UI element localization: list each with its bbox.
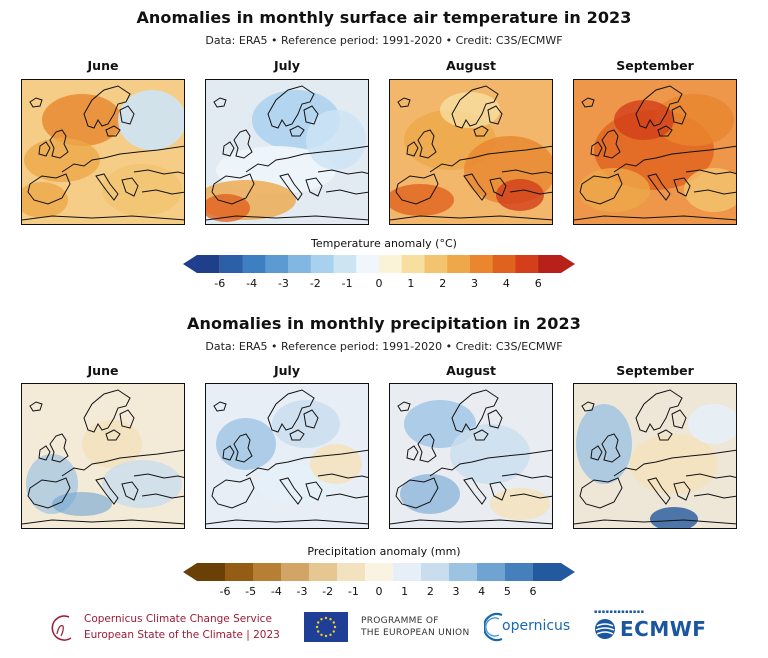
temp-colorbar-tick-label: -1 — [341, 277, 353, 290]
temp-colorbar-swatch — [265, 255, 289, 273]
precip-colorbar-title: Precipitation anomaly (mm) — [307, 545, 461, 558]
precip-colorbar-swatch — [505, 563, 534, 581]
precip-colorbar-swatch — [281, 563, 310, 581]
temp-colorbar-tick-label: -4 — [246, 277, 258, 290]
eu-flag-icon — [304, 612, 348, 642]
temp-colorbar-tick-label: 2 — [439, 277, 447, 290]
temp-colorbar-tick-label: 0 — [375, 277, 383, 290]
temp-colorbar-tick-label: 1 — [407, 277, 415, 290]
temp-colorbar-swatch — [424, 255, 448, 273]
temp-colorbar-swatch — [356, 255, 380, 273]
temp-colorbar-swatch — [288, 255, 312, 273]
temp-month-july: July — [274, 58, 300, 73]
temp-month-september: September — [616, 58, 694, 73]
copernicus-logo-text: opernicus — [502, 618, 571, 634]
precip-map-june — [21, 383, 185, 529]
precip-colorbar — [183, 563, 575, 581]
temp-colorbar-swatch — [447, 255, 471, 273]
temp-colorbar-swatch — [401, 255, 425, 273]
precip-colorbar-swatch — [183, 563, 225, 581]
temp-colorbar-title: Temperature anomaly (°C) — [311, 237, 457, 250]
precip-map-july — [205, 383, 369, 529]
precip-colorbar-swatch — [533, 563, 575, 581]
temp-month-june: June — [87, 58, 119, 73]
precip-map-august — [389, 383, 553, 529]
temperature-title: Anomalies in monthly surface air tempera… — [136, 8, 632, 27]
temp-month-august: August — [446, 58, 496, 73]
temp-colorbar-tick-label: -6 — [214, 277, 226, 290]
precip-colorbar-swatch — [393, 563, 422, 581]
precip-colorbar-swatch — [449, 563, 478, 581]
copernicus-logo-icon — [484, 612, 503, 642]
temp-colorbar-swatch — [310, 255, 334, 273]
eu-programme-line2: THE EUROPEAN UNION — [361, 628, 470, 638]
precip-colorbar-tick-label: -3 — [296, 585, 308, 598]
precip-subtitle: Data: ERA5 • Reference period: 1991-2020… — [205, 340, 563, 353]
temperature-subtitle: Data: ERA5 • Reference period: 1991-2020… — [205, 34, 563, 47]
temp-colorbar-swatch — [492, 255, 516, 273]
precip-colorbar-tick-label: 1 — [401, 585, 409, 598]
temp-colorbar-swatch — [183, 255, 220, 273]
precip-colorbar-tick-label: 4 — [478, 585, 486, 598]
precip-month-september: September — [616, 363, 694, 378]
ecmwf-logo-text: ECMWF — [620, 617, 707, 641]
temp-colorbar-swatch — [515, 255, 539, 273]
temp-colorbar — [183, 255, 575, 273]
precip-month-june: June — [87, 363, 119, 378]
c3s-logo-line2: European State of the Climate | 2023 — [84, 629, 280, 641]
precip-month-july: July — [274, 363, 300, 378]
temp-map-june — [21, 79, 185, 225]
temp-colorbar-swatch — [470, 255, 494, 273]
precip-colorbar-swatch — [477, 563, 506, 581]
precip-colorbar-tick-label: 6 — [529, 585, 537, 598]
temp-colorbar-tick-label: -3 — [277, 277, 289, 290]
c3s-logo-icon — [51, 615, 72, 641]
temp-colorbar-tick-label: 4 — [502, 277, 510, 290]
temp-colorbar-swatch — [242, 255, 266, 273]
temp-map-july — [205, 79, 369, 225]
eu-programme-line1: PROGRAMME OF — [361, 616, 439, 626]
precip-colorbar-tick-label: 3 — [452, 585, 460, 598]
c3s-logo-line1: Copernicus Climate Change Service — [84, 613, 272, 625]
precip-colorbar-swatch — [365, 563, 394, 581]
precip-colorbar-tick-label: 0 — [375, 585, 383, 598]
precip-colorbar-tick-label: -6 — [219, 585, 231, 598]
precip-colorbar-swatch — [309, 563, 338, 581]
temp-colorbar-swatch — [538, 255, 575, 273]
temp-map-august — [389, 79, 553, 225]
temp-colorbar-swatch — [379, 255, 403, 273]
precip-colorbar-tick-label: 5 — [503, 585, 511, 598]
temp-colorbar-tick-label: -2 — [309, 277, 321, 290]
precip-colorbar-swatch — [421, 563, 450, 581]
precip-map-september — [573, 383, 737, 529]
precip-colorbar-tick-label: 2 — [426, 585, 434, 598]
precip-colorbar-swatch — [225, 563, 254, 581]
temp-colorbar-tick-label: 3 — [471, 277, 479, 290]
ecmwf-logo-icon — [595, 619, 615, 639]
precip-colorbar-tick-label: -2 — [322, 585, 334, 598]
temp-colorbar-tick-label: 6 — [534, 277, 542, 290]
temp-map-september — [573, 79, 737, 225]
precip-month-august: August — [446, 363, 496, 378]
precip-colorbar-swatch — [253, 563, 282, 581]
temp-colorbar-swatch — [333, 255, 357, 273]
precip-title: Anomalies in monthly precipitation in 20… — [187, 314, 581, 333]
temp-colorbar-swatch — [219, 255, 243, 273]
ecmwf-small-line: ▪▪▪▪▪▪▪▪▪▪▪▪▪ — [594, 609, 645, 615]
precip-colorbar-tick-label: -1 — [347, 585, 359, 598]
precip-colorbar-tick-label: -4 — [270, 585, 282, 598]
precip-colorbar-tick-label: -5 — [245, 585, 257, 598]
precip-colorbar-swatch — [337, 563, 366, 581]
